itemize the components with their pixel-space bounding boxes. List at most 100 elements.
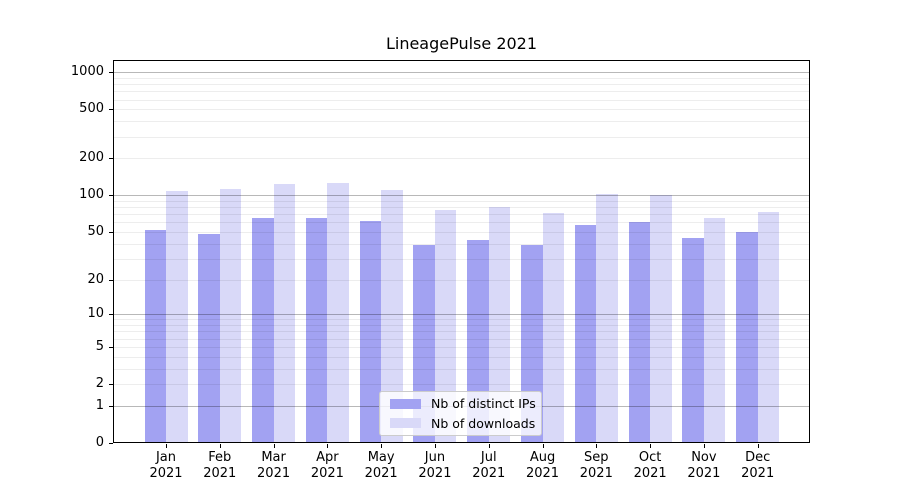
gridline-minor-5	[113, 346, 810, 348]
bar-downloads-jan	[166, 190, 188, 443]
gridline-major-100	[113, 195, 810, 197]
bar-downloads-feb	[219, 188, 242, 443]
y-tick-mark-100	[109, 195, 113, 197]
x-tick-mark-aug	[542, 444, 544, 448]
x-tick-label-dec: Dec 2021	[741, 450, 775, 481]
gridline-minor-90	[113, 200, 810, 202]
bar-distinct-ips-feb	[198, 234, 220, 443]
y-tick-label-20: 20	[87, 271, 104, 287]
bar-downloads-jun	[434, 209, 457, 443]
legend-swatch-distinct-ips	[390, 398, 421, 409]
bar-downloads-aug	[542, 212, 565, 443]
x-tick-mark-nov	[703, 444, 705, 448]
bar-distinct-ips-mar	[252, 218, 274, 443]
x-tick-label-jan: Jan 2021	[149, 450, 183, 481]
y-tick-label-200: 200	[79, 150, 104, 166]
y-tick-label-1: 1	[95, 397, 104, 413]
y-tick-label-0: 0	[95, 435, 104, 450]
bar-downloads-sep	[596, 194, 618, 443]
bar-distinct-ips-apr	[305, 218, 328, 443]
y-tick-label-2: 2	[95, 376, 104, 392]
legend-item-distinct-ips: Nb of distinct IPs	[388, 394, 536, 414]
gridline-minor-900	[113, 77, 810, 79]
x-tick-label-aug: Aug 2021	[525, 450, 560, 481]
x-tick-label-feb: Feb 2021	[203, 450, 237, 481]
bar-downloads-jul	[488, 207, 511, 443]
x-tick-label-jun: Jun 2021	[418, 450, 452, 481]
x-tick-mark-jun	[434, 444, 436, 448]
y-tick-label-5: 5	[95, 338, 104, 354]
x-tick-mark-may	[381, 444, 383, 448]
y-tick-mark-20	[109, 279, 113, 281]
bar-downloads-mar	[273, 183, 296, 443]
x-tick-label-may: May 2021	[364, 450, 398, 481]
legend: Nb of distinct IPs Nb of downloads	[379, 391, 542, 436]
x-tick-mark-sep	[596, 444, 598, 448]
bar-downloads-oct	[650, 194, 672, 443]
gridline-minor-4	[113, 356, 810, 358]
x-tick-mark-mar	[273, 444, 275, 448]
gridline-minor-800	[113, 84, 810, 86]
y-tick-mark-50	[109, 232, 113, 234]
y-tick-label-500: 500	[79, 101, 104, 117]
x-tick-label-oct: Oct 2021	[633, 450, 667, 481]
x-tick-label-sep: Sep 2021	[579, 450, 613, 481]
bar-distinct-ips-dec	[736, 232, 758, 443]
gridline-major-10	[113, 314, 810, 316]
bar-distinct-ips-nov	[682, 237, 704, 443]
gridline-minor-3	[113, 368, 810, 370]
bar-downloads-may	[381, 190, 403, 443]
y-tick-mark-500	[109, 109, 113, 111]
y-tick-mark-10	[109, 314, 113, 316]
y-tick-mark-1000	[109, 72, 113, 74]
legend-item-downloads: Nb of downloads	[388, 414, 536, 434]
gridline-minor-2	[113, 384, 810, 386]
gridline-minor-8	[113, 325, 810, 327]
gridline-minor-9	[113, 319, 810, 321]
bar-downloads-nov	[703, 218, 726, 443]
x-tick-mark-jan	[166, 444, 167, 448]
bar-distinct-ips-may	[359, 220, 382, 443]
gridline-minor-300	[113, 136, 810, 138]
y-tick-label-50: 50	[87, 224, 104, 240]
gridline-minor-70	[113, 214, 810, 216]
gridline-minor-200	[113, 158, 810, 160]
bar-distinct-ips-oct	[628, 222, 651, 443]
x-tick-mark-feb	[219, 444, 221, 448]
bar-downloads-dec	[757, 212, 780, 443]
gridline-minor-50	[113, 232, 810, 234]
x-tick-mark-apr	[327, 444, 329, 448]
x-tick-mark-jul	[488, 444, 490, 448]
y-tick-label-1000: 1000	[70, 64, 104, 80]
gridline-minor-30	[113, 258, 810, 260]
gridline-minor-500	[113, 109, 810, 111]
legend-label-downloads: Nb of downloads	[431, 415, 536, 431]
legend-label-distinct-ips: Nb of distinct IPs	[431, 396, 536, 412]
y-tick-label-100: 100	[79, 187, 104, 203]
y-tick-mark-0	[109, 443, 113, 444]
x-tick-label-jul: Jul 2021	[472, 450, 506, 481]
x-tick-label-apr: Apr 2021	[310, 450, 344, 481]
x-tick-label-nov: Nov 2021	[687, 450, 721, 481]
bar-distinct-ips-sep	[574, 225, 597, 443]
gridline-minor-7	[113, 331, 810, 333]
y-tick-mark-200	[109, 158, 113, 160]
gridline-major-1000	[113, 72, 810, 74]
y-tick-mark-1	[109, 405, 113, 407]
y-tick-label-10: 10	[87, 306, 104, 322]
y-tick-mark-2	[109, 384, 113, 386]
gridline-minor-6	[113, 338, 810, 340]
x-tick-mark-oct	[650, 444, 652, 448]
gridline-minor-20	[113, 279, 810, 281]
legend-swatch-downloads	[390, 418, 421, 429]
x-tick-mark-dec	[757, 444, 759, 448]
gridline-minor-80	[113, 207, 810, 209]
plot-area	[113, 60, 810, 443]
gridline-minor-40	[113, 243, 810, 245]
gridline-minor-700	[113, 91, 810, 93]
bar-distinct-ips-jan	[144, 229, 166, 443]
gridline-minor-400	[113, 121, 810, 123]
bar-downloads-apr	[327, 182, 349, 443]
x-tick-label-mar: Mar 2021	[257, 450, 291, 481]
